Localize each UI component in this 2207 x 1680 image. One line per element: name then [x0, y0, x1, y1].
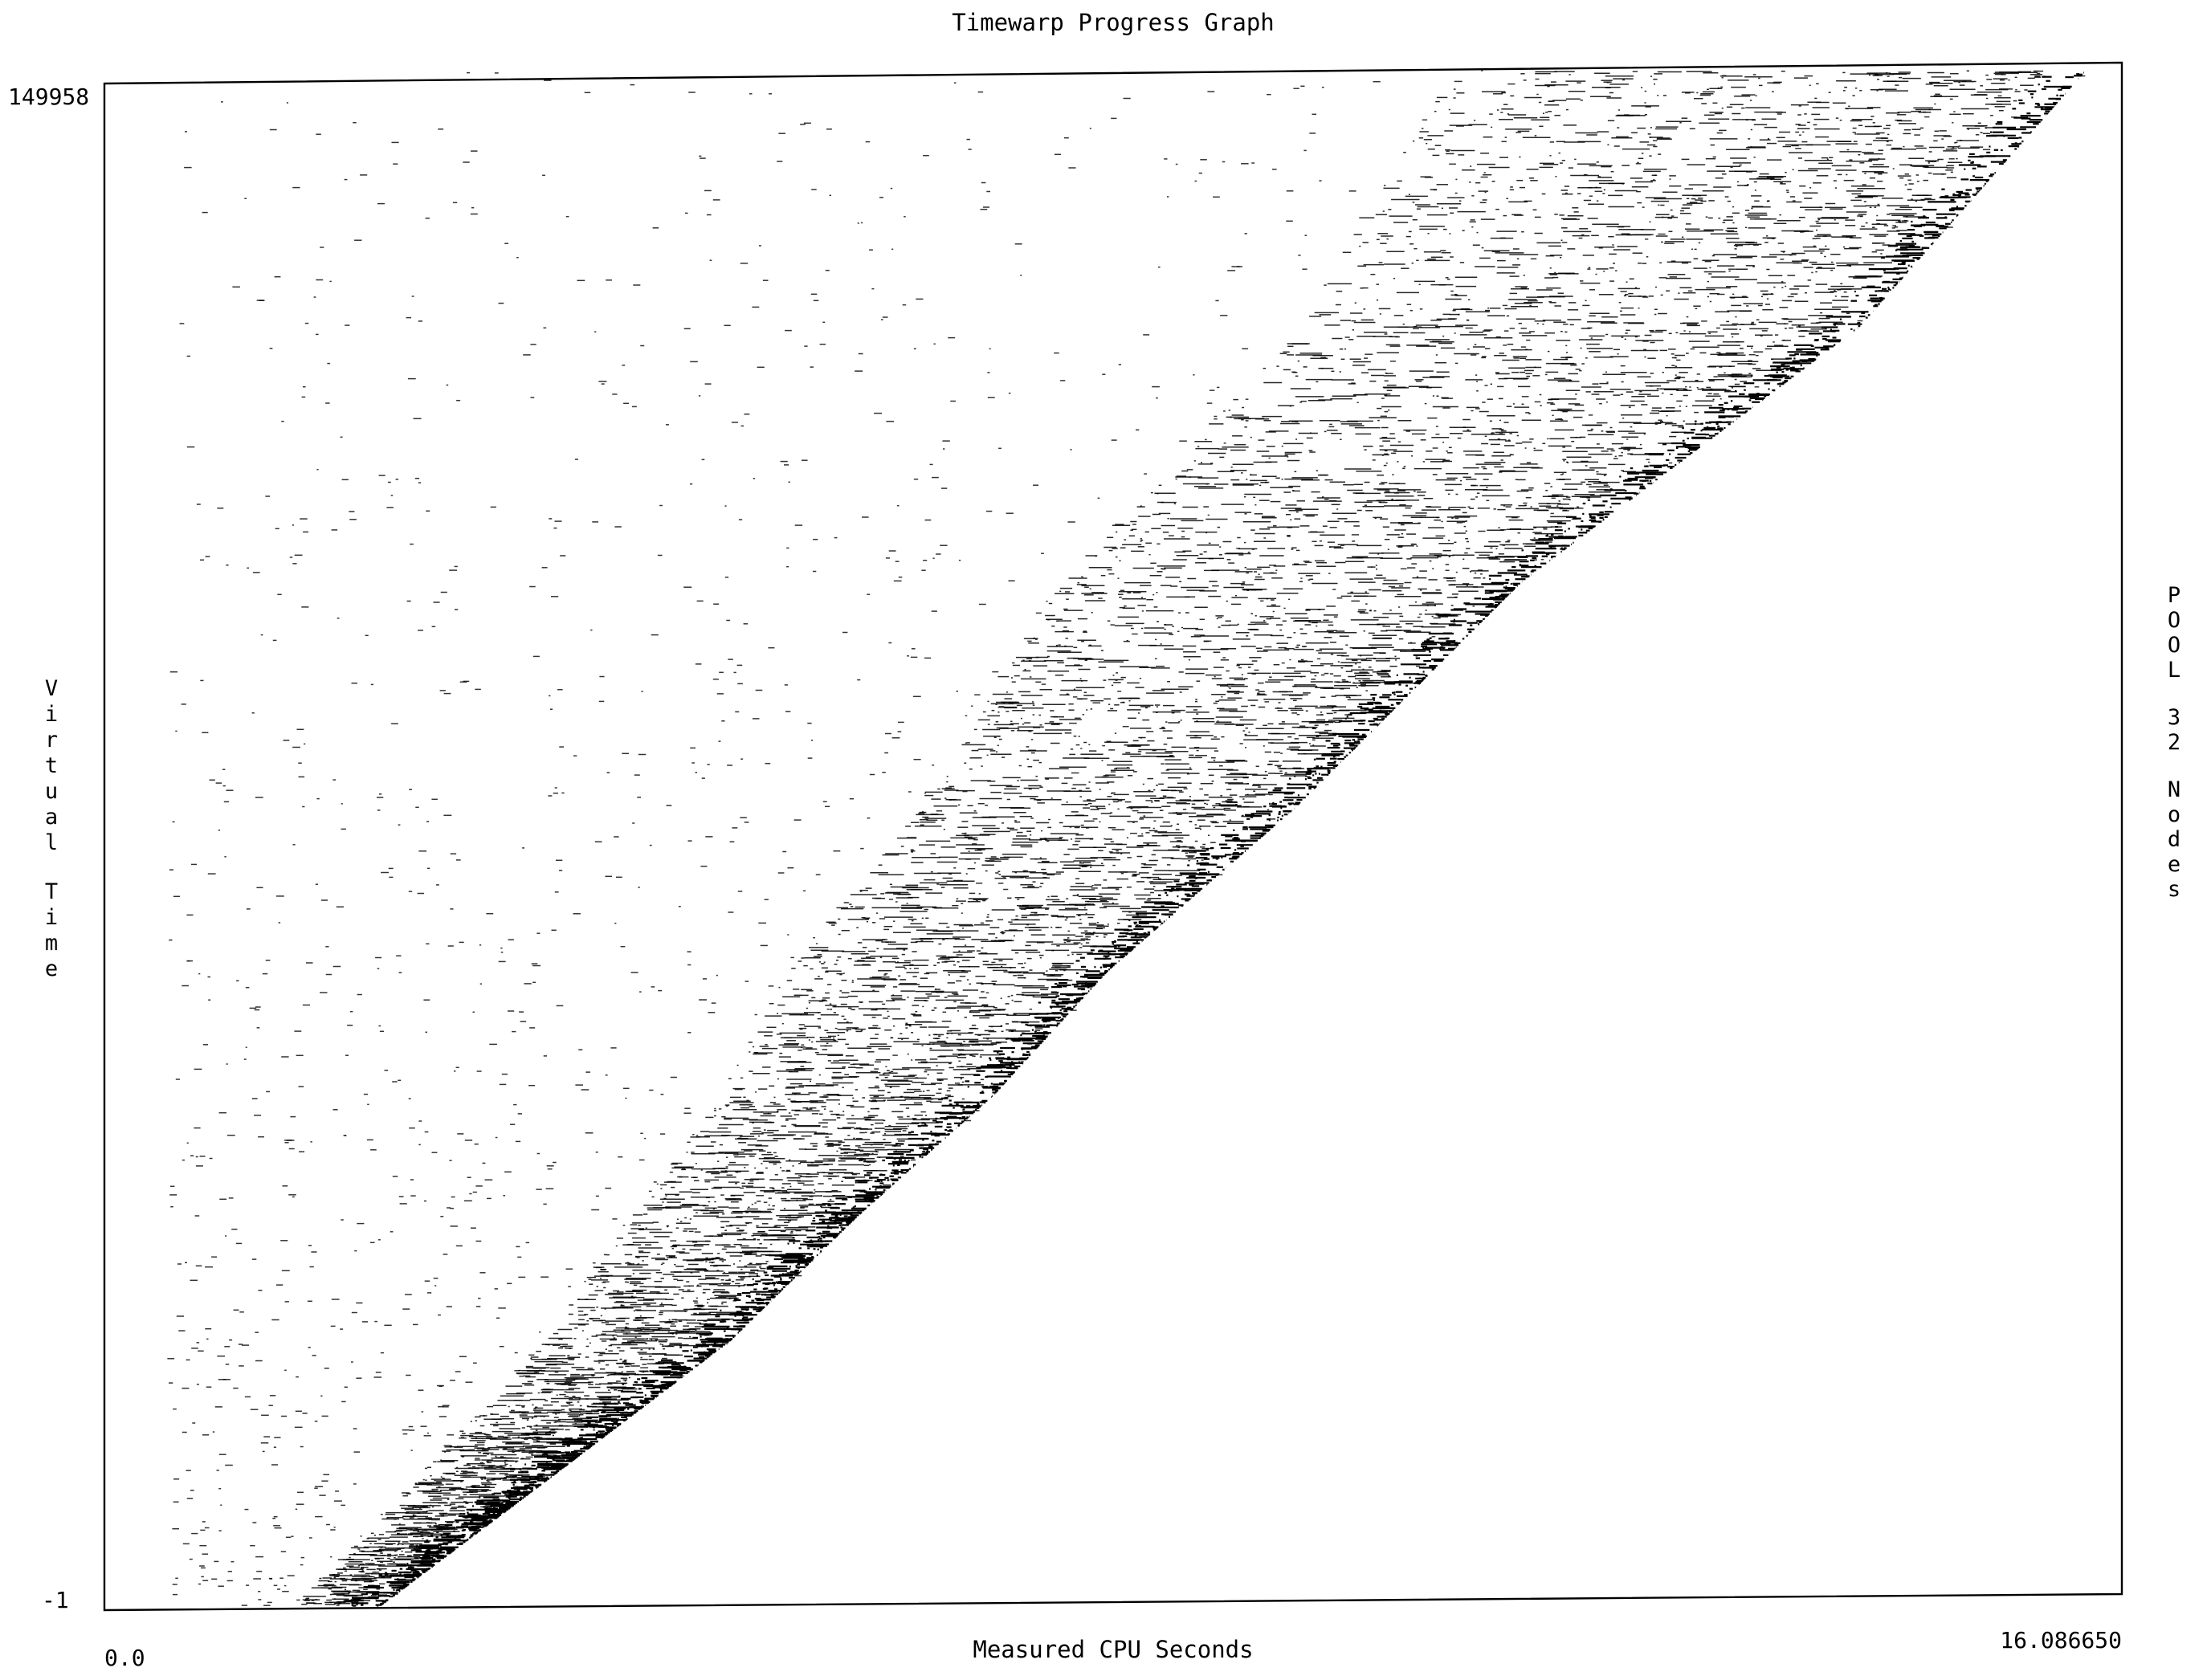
event-marks [167, 70, 2086, 1607]
chart-title: Timewarp Progress Graph [952, 9, 1275, 36]
plot-frame [103, 61, 2123, 1612]
